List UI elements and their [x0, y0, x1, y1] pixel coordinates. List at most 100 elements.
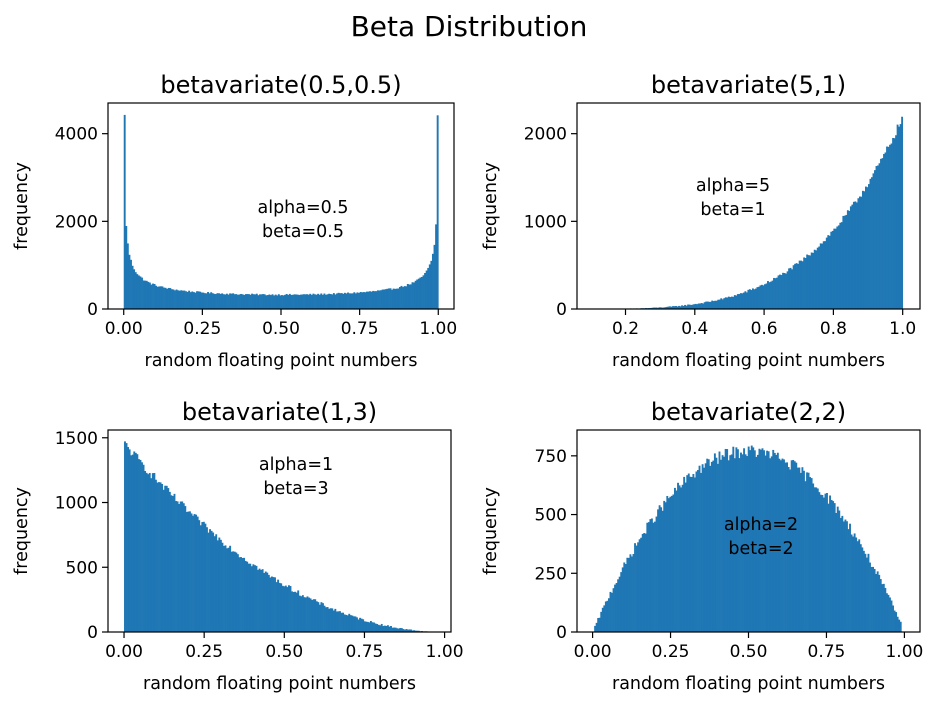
histogram-bar	[828, 235, 831, 309]
histogram-bar	[406, 283, 409, 309]
y-tick-label: 0	[87, 300, 98, 320]
histogram-bar	[277, 579, 280, 632]
histogram-bar	[331, 608, 334, 632]
histogram-bar	[408, 629, 411, 632]
histogram-bar	[274, 294, 277, 309]
histogram-bar	[767, 281, 769, 309]
histogram-bar	[224, 545, 227, 632]
histogram-bar	[629, 554, 632, 632]
histogram-bar	[693, 477, 696, 632]
histogram-bar	[874, 170, 876, 309]
histogram-bar	[400, 628, 403, 632]
histogram-bar	[400, 285, 403, 309]
histogram-bar	[724, 448, 727, 632]
subplot-1: 0.00 0.25 0.50 0.75 1.00 0 2000 4000 betavariate…	[12, 71, 457, 371]
histogram-bar	[192, 515, 194, 632]
histogram-bar	[877, 165, 879, 309]
histogram-bar	[214, 294, 217, 309]
histogram-bar	[718, 299, 721, 309]
histogram-bar	[833, 503, 836, 632]
histogram-bar	[867, 553, 870, 632]
histogram-bar	[736, 294, 739, 309]
histogram-bar	[810, 478, 813, 632]
histogram-bar	[860, 196, 863, 309]
y-axis-label: frequency	[481, 162, 501, 250]
histogram-bar	[878, 163, 881, 309]
histogram-bar	[715, 300, 718, 309]
histogram-bar	[390, 626, 392, 632]
histogram-bar	[153, 283, 156, 309]
histogram-bar	[124, 441, 126, 632]
histogram-bar	[819, 494, 822, 632]
histogram-bar	[857, 198, 860, 309]
histogram-bar	[161, 483, 164, 632]
histogram-bar	[675, 305, 677, 309]
histogram-bar	[607, 598, 610, 632]
histogram-bar	[901, 116, 904, 310]
histogram-bar	[700, 303, 703, 309]
histogram-bar	[697, 470, 699, 632]
histogram-bar	[871, 177, 873, 309]
histogram-bar	[640, 537, 643, 632]
histogram-bar	[284, 294, 287, 309]
histogram-bar	[345, 614, 348, 632]
histogram-bar	[270, 576, 273, 632]
histogram-bar	[773, 277, 775, 309]
annotation-line: beta=3	[263, 479, 328, 499]
histogram-bar	[141, 462, 143, 632]
histogram-bar	[809, 255, 812, 309]
histogram-bar	[331, 294, 334, 309]
histogram-bar	[376, 290, 379, 309]
histogram-bar	[326, 294, 329, 309]
histogram-bar	[595, 622, 598, 632]
histogram-bar	[243, 557, 246, 632]
histogram-bar	[658, 307, 661, 309]
histogram-bar	[863, 191, 866, 309]
histogram-bar	[197, 291, 200, 309]
histogram-bar	[258, 294, 261, 309]
histogram-bar	[887, 594, 890, 632]
histogram-bar	[883, 153, 885, 309]
histogram-bar	[394, 627, 397, 632]
histogram-bar	[288, 293, 291, 309]
histogram-bar	[254, 294, 257, 309]
histogram-bar	[271, 294, 274, 309]
histogram-bar	[761, 448, 764, 632]
histogram-bar	[727, 296, 730, 309]
histogram-bar	[162, 489, 165, 632]
histogram-bar	[792, 459, 795, 632]
histogram-bar	[632, 554, 635, 632]
histogram-bar	[353, 292, 356, 309]
histogram-bar	[301, 595, 304, 632]
histogram-bar	[885, 593, 888, 632]
histogram-bar	[295, 294, 298, 309]
annotation-line: beta=1	[700, 200, 765, 220]
histogram-bar	[377, 624, 380, 632]
histogram-bar	[405, 286, 408, 309]
histogram-bar	[793, 461, 796, 632]
histogram-bar	[895, 135, 897, 309]
histogram-bar	[861, 190, 864, 309]
histogram-bar	[284, 585, 287, 632]
histogram-bar	[692, 474, 695, 632]
histogram-bar	[417, 630, 420, 632]
annotation-line: alpha=5	[696, 176, 770, 196]
histogram-bar	[192, 292, 195, 309]
histogram-bar	[876, 571, 879, 632]
histogram-bar	[687, 304, 690, 309]
histogram-bar	[373, 291, 376, 309]
histogram-bar	[185, 511, 188, 632]
histogram-bar	[241, 294, 244, 309]
histogram-bar	[853, 533, 856, 632]
histogram-bar	[771, 280, 774, 309]
histogram-bar	[375, 291, 378, 309]
histogram-bar	[371, 622, 374, 632]
histogram-bar	[266, 572, 269, 632]
histogram-bar	[784, 462, 787, 632]
histogram-bar	[730, 454, 733, 632]
histogram-bar	[886, 146, 888, 309]
histogram-bar	[158, 286, 161, 309]
x-tick-label: 0.4	[681, 319, 708, 339]
histogram-bar	[150, 478, 153, 632]
